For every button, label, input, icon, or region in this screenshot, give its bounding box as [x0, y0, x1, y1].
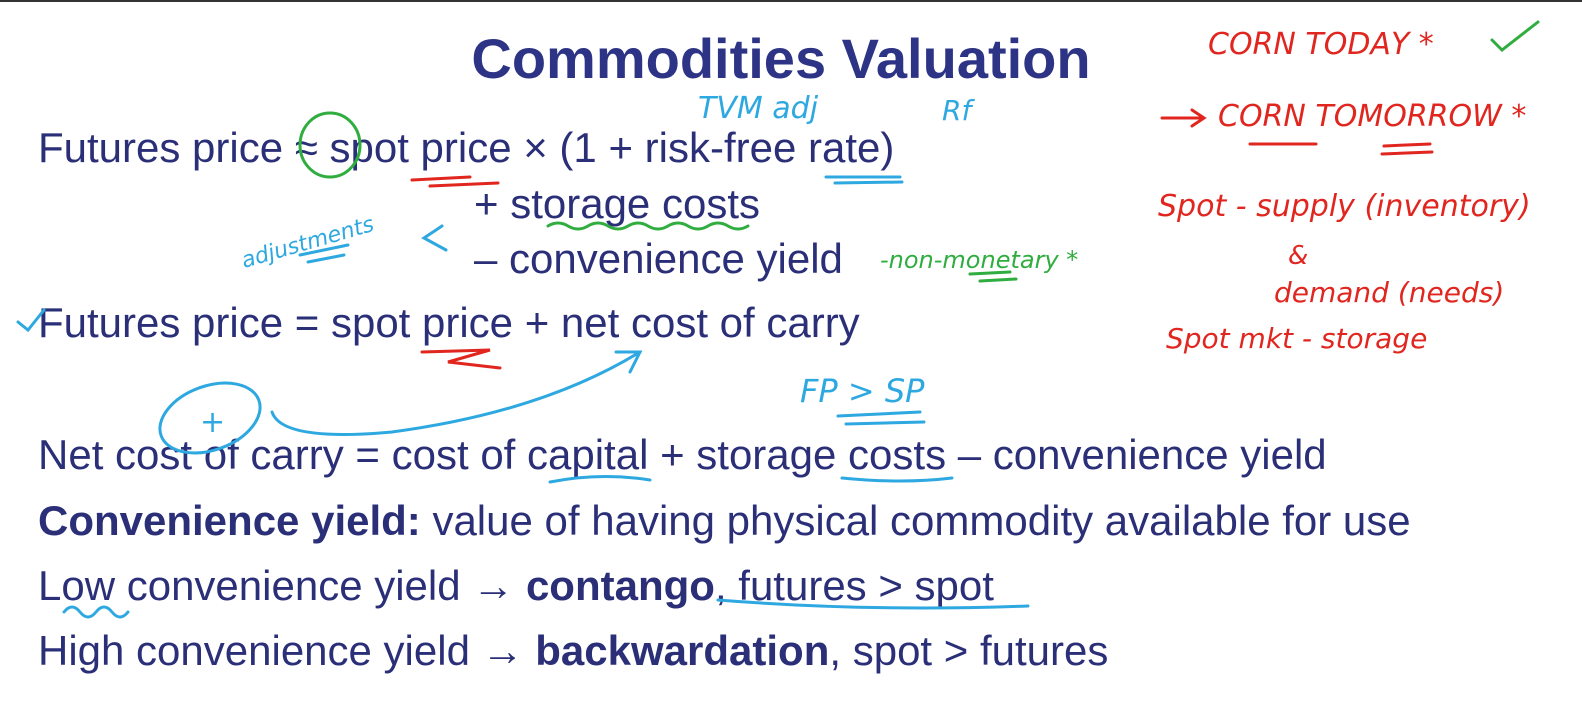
carry-arrowhead [614, 350, 643, 374]
contango-term: contango [525, 562, 715, 609]
convenience-yield-definition: Convenience yield: value of having physi… [38, 497, 1411, 545]
bracket-mark [421, 224, 448, 252]
non-monetary-note: -non-monetary * [880, 246, 1078, 274]
tvm-note: TVM adj [698, 91, 819, 126]
slide-title: Commodities Valuation [471, 27, 1091, 90]
backwardation-line: High convenience yield → backwardation, … [38, 627, 1108, 675]
futures-approx-line: Futures price ≈ spot price × (1 + risk-f… [38, 124, 895, 171]
adjustments-note: adjustments [239, 212, 377, 274]
rate-underline [824, 175, 904, 185]
corn-arrow [1160, 108, 1207, 128]
convenience-yield-term: Convenience yield: [38, 497, 421, 544]
ampersand-note: & [1288, 241, 1308, 271]
adjustments-underline [298, 243, 350, 264]
non-monetary-underline [968, 270, 1018, 283]
backwardation-prefix: High convenience yield → [38, 627, 536, 674]
carry-arrow [270, 350, 642, 436]
top-border [0, 0, 1582, 2]
spot-mkt-note: Spot mkt - storage [1166, 322, 1427, 355]
contango-prefix: Low convenience yield → [38, 562, 526, 609]
convenience-yield-desc: value of having physical commodity avail… [420, 497, 1411, 544]
net-cost-of-carry-line: Net cost of carry = cost of capital + st… [38, 431, 1327, 478]
convenience-yield-line: – convenience yield [474, 235, 843, 282]
contango-line: Low convenience yield → contango, future… [38, 562, 994, 610]
backwardation-suffix: , spot > futures [829, 627, 1109, 674]
backwardation-term: backwardation [535, 627, 830, 674]
corn-tomorrow-note: CORN TOMORROW * [1218, 99, 1526, 134]
demand-note: demand (needs) [1274, 276, 1504, 309]
spot-supply-note: Spot - supply (inventory) [1158, 189, 1531, 224]
rf-note: Rf [942, 94, 975, 127]
fp-sp-underline [836, 410, 926, 426]
contango-suffix: , futures > spot [714, 562, 994, 609]
storage-costs-line: + storage costs [474, 180, 760, 227]
price-z-mark [420, 348, 502, 370]
futures-equals-line: Futures price = spot price + net cost of… [38, 299, 860, 346]
fp-sp-note: FP > SP [800, 372, 925, 410]
corn-tomorrow-underline [1248, 142, 1434, 156]
